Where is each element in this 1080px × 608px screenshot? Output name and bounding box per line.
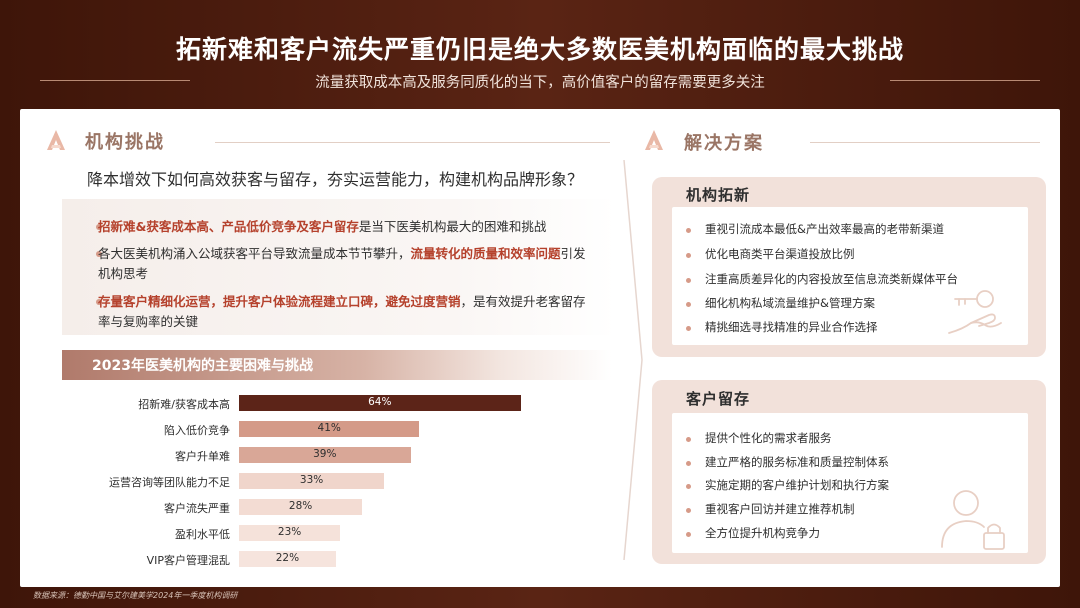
page-subtitle: 流量获取成本高及服务同质化的当下，高价值客户的留存需要更多关注: [315, 75, 765, 91]
solution-item: 建立严格的服务标准和质量控制体系: [705, 455, 889, 469]
chart-category-label: 招新难/获客成本高: [138, 398, 230, 411]
subtitle-divider-right: [890, 80, 1040, 81]
chart-bar: [239, 551, 336, 567]
chart-category-label: 盈利水平低: [175, 528, 230, 541]
challenge-bullet-1: 招新难&获客成本高、产品低价竞争及客户留存是当下医美机构最大的困难和挑战: [98, 217, 588, 237]
bullet-dot: [686, 302, 691, 307]
bullet-dot: [686, 278, 691, 283]
bullet-dot: [686, 508, 691, 513]
card-retention-title: 客户留存: [686, 390, 751, 408]
user-lock-icon: [941, 490, 1005, 550]
chart-header-bar: [62, 350, 612, 380]
page-title: 拓新难和客户流失严重仍旧是绝大多数医美机构面临的最大挑战: [175, 35, 904, 64]
chart-value-label: 41%: [317, 422, 341, 434]
solution-item: 重视引流成本最低&产出效率最高的老带新渠道: [705, 222, 944, 236]
chart-value-label: 33%: [299, 474, 324, 486]
bullet-dot: [686, 326, 691, 331]
solutions-title-divider: [810, 142, 1040, 143]
subtitle-divider-left: [40, 80, 190, 81]
challenges-bullet-box: [62, 199, 616, 335]
chart-value-label: 22%: [275, 552, 300, 564]
chart-category-label: 运营咨询等团队能力不足: [109, 476, 230, 489]
bullet-dot: [686, 437, 691, 442]
solutions-section-title: 解决方案: [684, 133, 764, 154]
solution-item: 精挑细选寻找精准的异业合作选择: [705, 320, 878, 334]
solution-item: 重视客户回访并建立推荐机制: [705, 502, 855, 516]
challenges-section-title: 机构挑战: [85, 132, 165, 153]
chevron-right-icon: [623, 160, 643, 560]
bullet-text: 是当下医美机构最大的困难和挑战: [358, 219, 547, 234]
chart-bar: [239, 473, 385, 489]
brand-a-icon: [645, 130, 663, 150]
bullet-highlight: 流量转化的质量和效率问题: [410, 246, 561, 261]
solution-item: 细化机构私域流量维护&管理方案: [705, 296, 875, 310]
challenge-bullet-2: 各大医美机构涌入公域获客平台导致流量成本节节攀升，流量转化的质量和效率问题引发机…: [98, 244, 588, 284]
chart-category-label: 客户升单难: [175, 450, 230, 463]
challenges-title-divider: [215, 142, 610, 143]
chart-category-label: VIP客户管理混乱: [146, 554, 230, 567]
card-acquisition-body: [672, 207, 1028, 345]
solution-item: 优化电商类平台渠道投放比例: [705, 247, 855, 261]
solution-item: 提供个性化的需求者服务: [705, 431, 832, 445]
bullet-dot: [96, 299, 102, 305]
chart-bar: [239, 395, 521, 411]
bullet-dot: [96, 224, 102, 230]
card-retention-body: [672, 413, 1028, 553]
chart-bar: [239, 525, 341, 541]
bullet-text: 各大医美机构涌入公域获客平台导致流量成本节节攀升，: [98, 246, 411, 261]
hand-key-icon: [948, 290, 1002, 334]
bullet-dot: [686, 532, 691, 537]
bullet-highlight: 招新难&获客成本高、产品低价竞争及客户留存: [98, 219, 359, 234]
chart-bar: [239, 499, 363, 515]
solution-item: 实施定期的客户维护计划和执行方案: [705, 478, 889, 492]
bullet-dot: [96, 251, 102, 257]
chart-value-label: 23%: [277, 526, 302, 538]
bullet-text: 引发机构思考: [98, 246, 586, 281]
chart-category-label: 客户流失严重: [164, 502, 230, 515]
data-source-note: 数据来源：德勤中国与艾尔建美学2024年一季度机构调研: [33, 591, 238, 600]
chart-title: 2023年医美机构的主要困难与挑战: [92, 358, 313, 374]
bullet-dot: [686, 461, 691, 466]
chart-category-label: 陷入低价竞争: [164, 424, 230, 437]
chart-value-label: 28%: [288, 500, 313, 512]
bullet-dot: [686, 228, 691, 233]
challenges-question: 降本增效下如何高效获客与留存，夯实运营能力，构建机构品牌形象？: [87, 170, 584, 189]
chart-value-label: 39%: [313, 448, 337, 460]
chart-bar: [239, 421, 420, 437]
solution-item: 注重高质差异化的内容投放至信息流类新媒体平台: [705, 272, 958, 286]
bullet-text: ，是有效提升老客留存率与复购率的关键: [98, 294, 586, 329]
chart-bar: [239, 447, 411, 463]
bullet-dot: [686, 253, 691, 258]
chart-value-label: 64%: [368, 396, 392, 408]
challenge-bullet-3: 存量客户精细化运营，提升客户体验流程建立口碑，避免过度营销，是有效提升老客留存率…: [98, 292, 588, 332]
brand-a-icon: [47, 130, 65, 150]
card-acquisition-title: 机构拓新: [686, 186, 751, 204]
bullet-dot: [686, 484, 691, 489]
bullet-highlight: 存量客户精细化运营，提升客户体验流程建立口碑，避免过度营销: [98, 294, 461, 309]
solution-item: 全方位提升机构竞争力: [705, 526, 820, 540]
